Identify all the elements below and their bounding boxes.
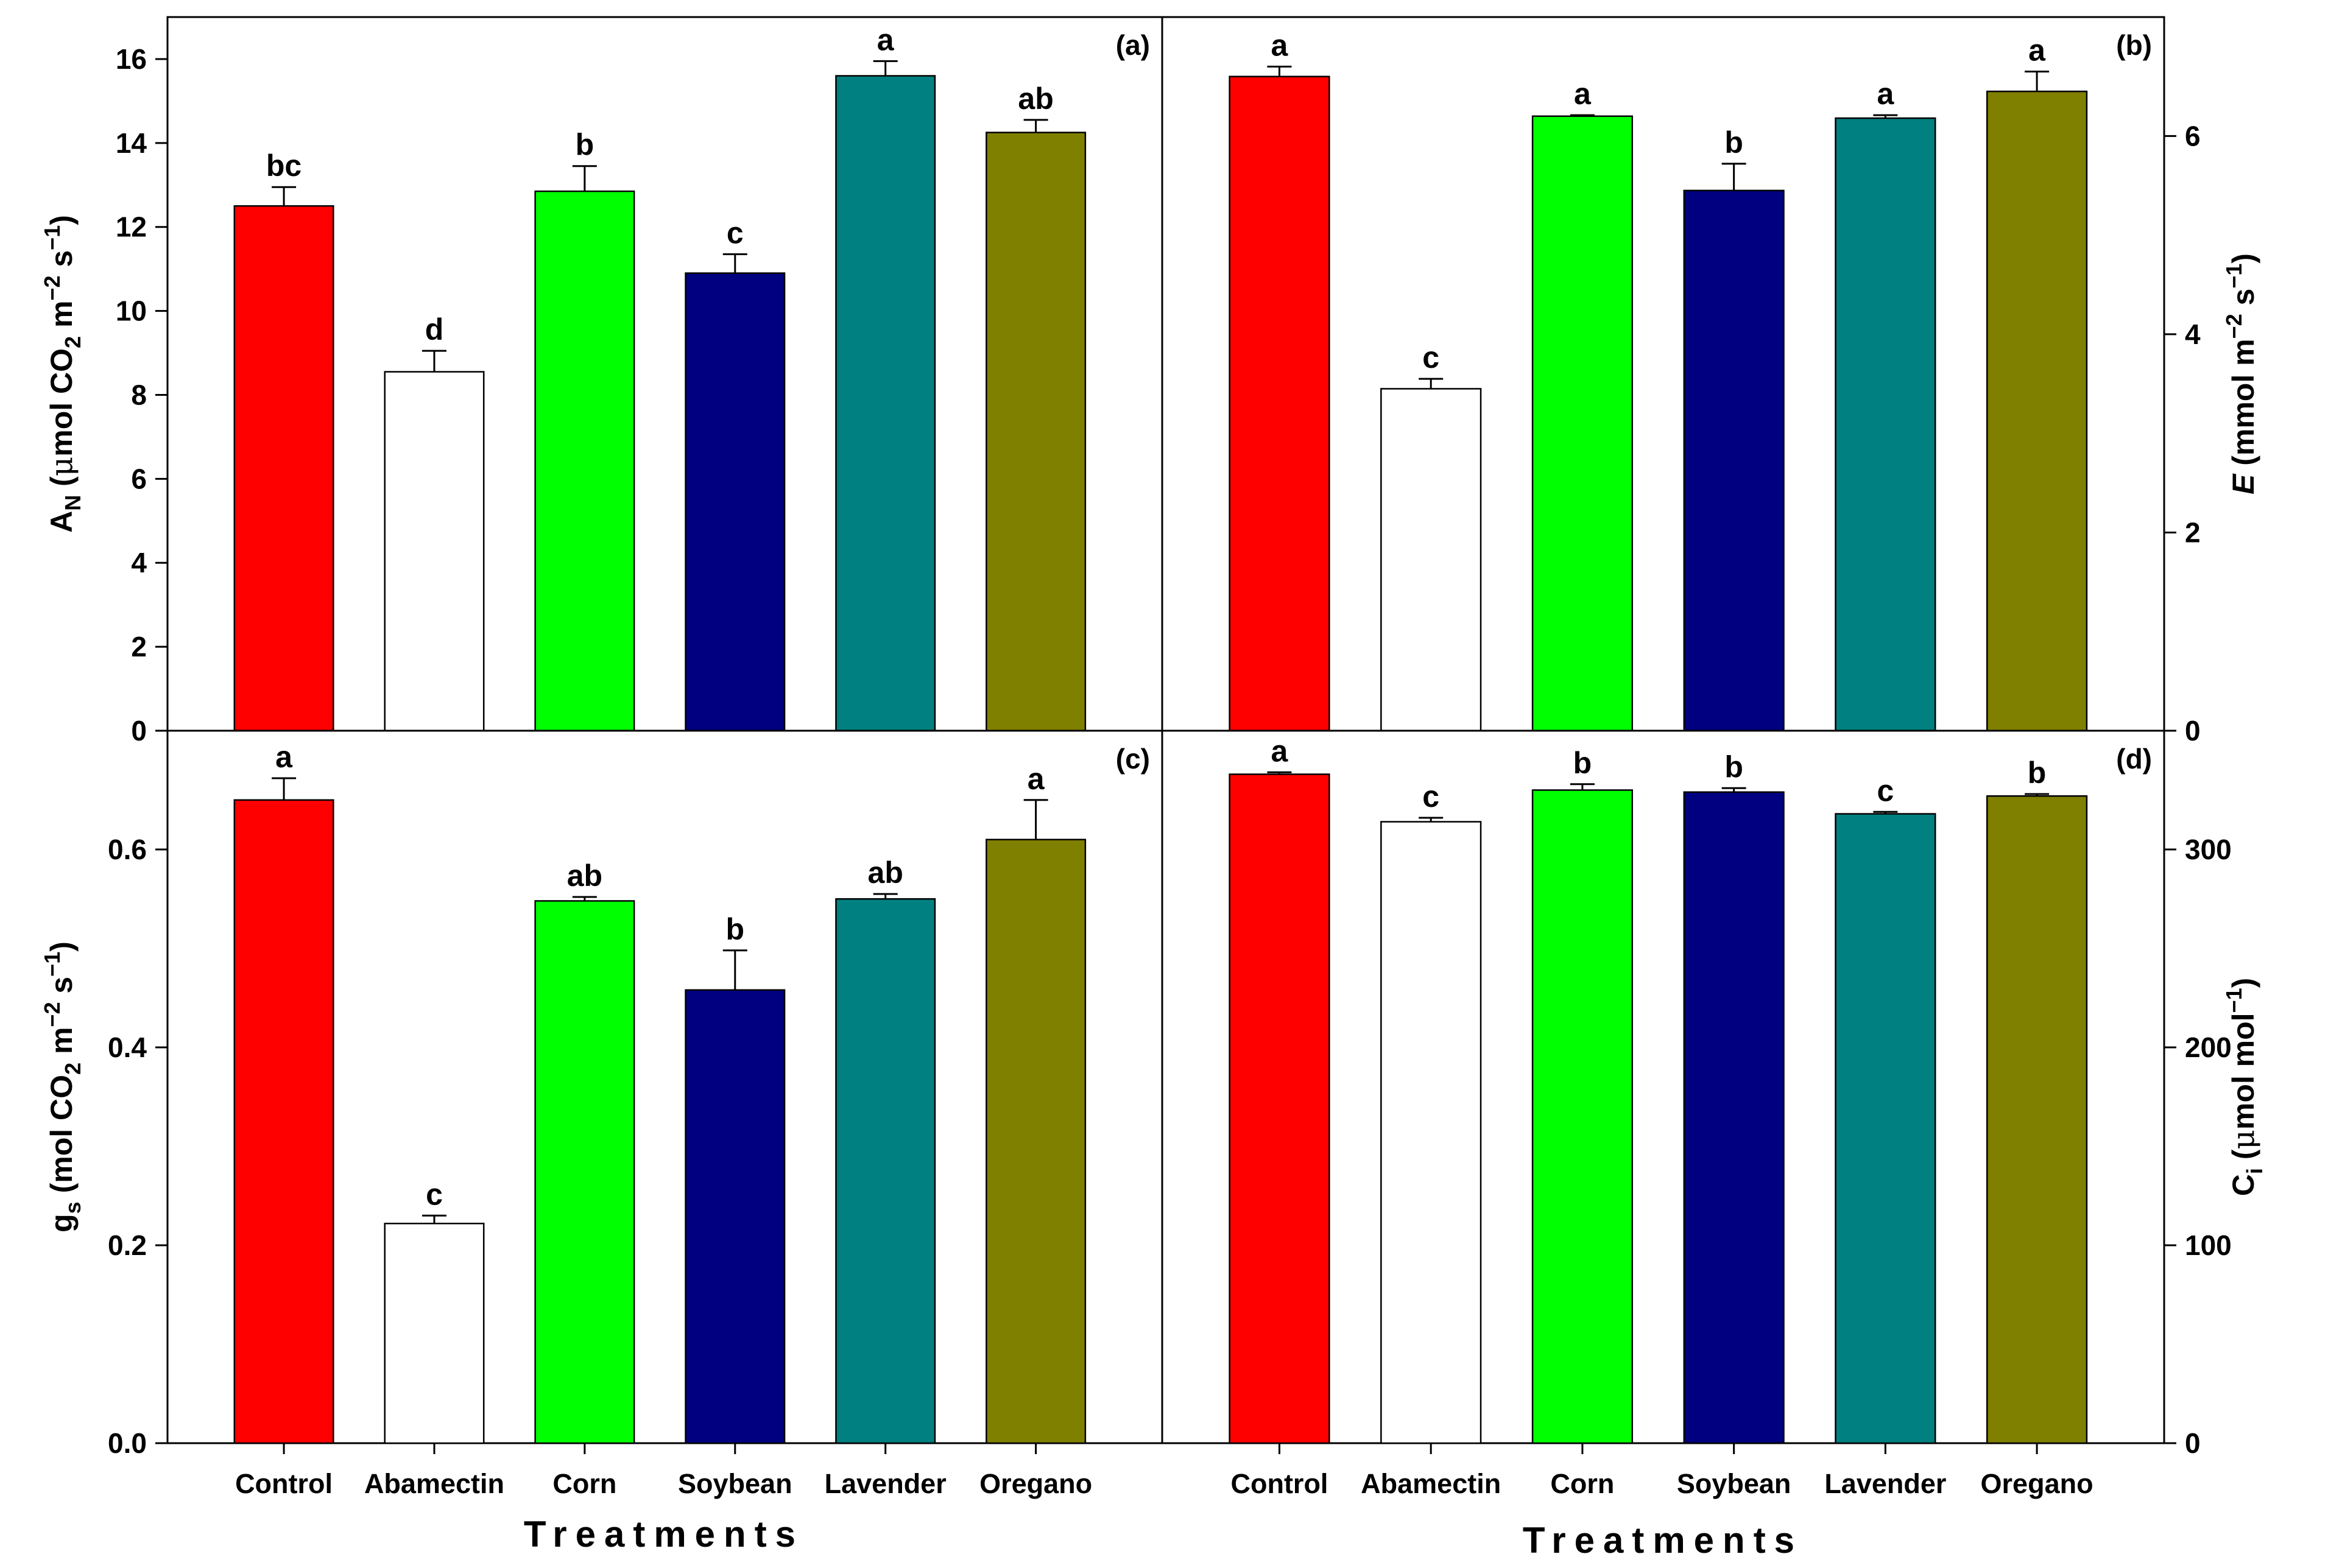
significance-letter: d [425,312,444,346]
y-tick-label: 12 [116,211,147,243]
significance-letter: c [1877,773,1894,807]
panel-label: (b) [2116,29,2152,61]
significance-letter: a [275,740,293,774]
y-tick-label: 0.0 [108,1427,147,1459]
bar-lavender [835,898,936,1444]
significance-letter: ab [868,856,903,890]
panel-label: (a) [1116,29,1150,61]
x-tick-label: Corn [1550,1468,1614,1499]
x-tick-label: Soybean [1677,1468,1791,1499]
y-tick-label: 2 [131,631,147,663]
bar-soybean [685,989,786,1444]
bar-control [1229,773,1330,1444]
y-tick-label: 6 [2185,120,2201,152]
significance-letter: b [2028,756,2047,790]
y-tick-label: 0 [2185,1427,2201,1459]
panel-label: (c) [1116,743,1150,775]
panel-d: 0 100 200 300 a Control c Abamectin b Corn b Soybea… [1161,730,2267,1499]
y-tick-label: 0 [2185,715,2201,747]
significance-letter: a [1574,77,1592,111]
y-axis-label: Ci (μmol mol−1) [2221,978,2267,1197]
significance-letter: c [1422,340,1439,374]
bar-lavender [1835,117,1936,732]
y-tick-label: 14 [116,127,147,159]
bar-abamectin [1380,388,1482,732]
bar-soybean [1683,189,1785,732]
y-tick-label: 100 [2185,1229,2232,1261]
x-tick-label: Oregano [979,1468,1092,1499]
x-tick-label: Control [1230,1468,1328,1499]
y-tick-label: 16 [116,43,147,75]
x-axis-title-right: Treatments [1523,1520,1803,1561]
significance-letter: a [1877,77,1894,111]
y-tick-label: 300 [2185,834,2232,865]
bar-soybean [1683,791,1785,1444]
bar-abamectin [384,371,485,732]
plot-frame [1161,730,2165,1444]
significance-letter: bc [266,149,302,183]
panel-b: 0 2 4 6 a c a b a a (b) E (mmol m−2 s−1) [1161,16,2260,747]
bar-corn [1531,789,1634,1444]
y-tick-label: 0.6 [108,834,147,865]
significance-letter: c [426,1177,443,1211]
significance-letter: ab [1018,82,1053,116]
bar-abamectin [384,1223,485,1444]
significance-letter: a [1271,28,1289,62]
bar-abamectin [1380,821,1482,1444]
bar-oregano [1986,90,2088,732]
bar-control [233,799,334,1444]
y-tick-label: 8 [131,379,147,410]
x-tick-label: Control [235,1468,333,1499]
y-tick-label: 0.2 [108,1229,147,1261]
y-axis-label: AN (μmol CO2 m−2 s−1) [40,215,85,533]
bar-oregano [1986,795,2088,1444]
significance-letter: c [1422,779,1439,814]
y-axis-label: gs (mol CO2 m−2 s−1) [40,941,85,1232]
x-tick-label: Oregano [1981,1468,2093,1499]
y-tick-label: 2 [2185,516,2201,548]
y-axis-label: E (mmol m−2 s−1) [2221,253,2260,494]
x-tick-label: Lavender [1824,1468,1946,1499]
bar-oregano [986,132,1087,732]
x-tick-label: Soybean [678,1468,792,1499]
x-tick-label: Abamectin [1361,1468,1501,1499]
significance-letter: b [576,128,594,162]
x-tick-label: Abamectin [364,1468,504,1499]
significance-letter: a [877,23,895,57]
bar-oregano [986,838,1087,1444]
x-tick-label: Lavender [825,1468,947,1499]
bar-corn [534,900,635,1444]
significance-letter: a [1271,734,1289,768]
y-tick-label: 4 [131,547,147,578]
significance-letter: c [727,216,744,250]
y-tick-label: 10 [116,295,147,327]
significance-letter: a [1028,762,1045,796]
significance-letter: a [2028,33,2046,68]
y-tick-label: 200 [2185,1032,2232,1063]
bar-lavender [1835,813,1936,1444]
bar-corn [1531,115,1634,732]
significance-letter: ab [567,859,602,893]
significance-letter: b [1573,746,1592,780]
significance-letter: b [1724,125,1743,160]
y-tick-label: 0.4 [108,1032,147,1063]
y-tick-label: 6 [131,463,147,494]
x-tick-label: Corn [552,1468,616,1499]
bar-control [1229,76,1330,732]
x-axis-title-left: Treatments [524,1514,804,1555]
panel-c: 0.0 0.2 0.4 0.6 a Control c Abamectin ab Corn b Soy… [40,730,1163,1499]
significance-letter: b [1724,750,1743,784]
significance-letter: b [726,912,745,946]
y-tick-label: 0 [131,715,147,747]
bar-lavender [835,75,936,732]
panel-label: (d) [2116,743,2152,775]
bar-corn [534,190,635,732]
y-tick-label: 4 [2185,318,2201,350]
bar-soybean [685,272,786,732]
bar-control [233,205,334,732]
